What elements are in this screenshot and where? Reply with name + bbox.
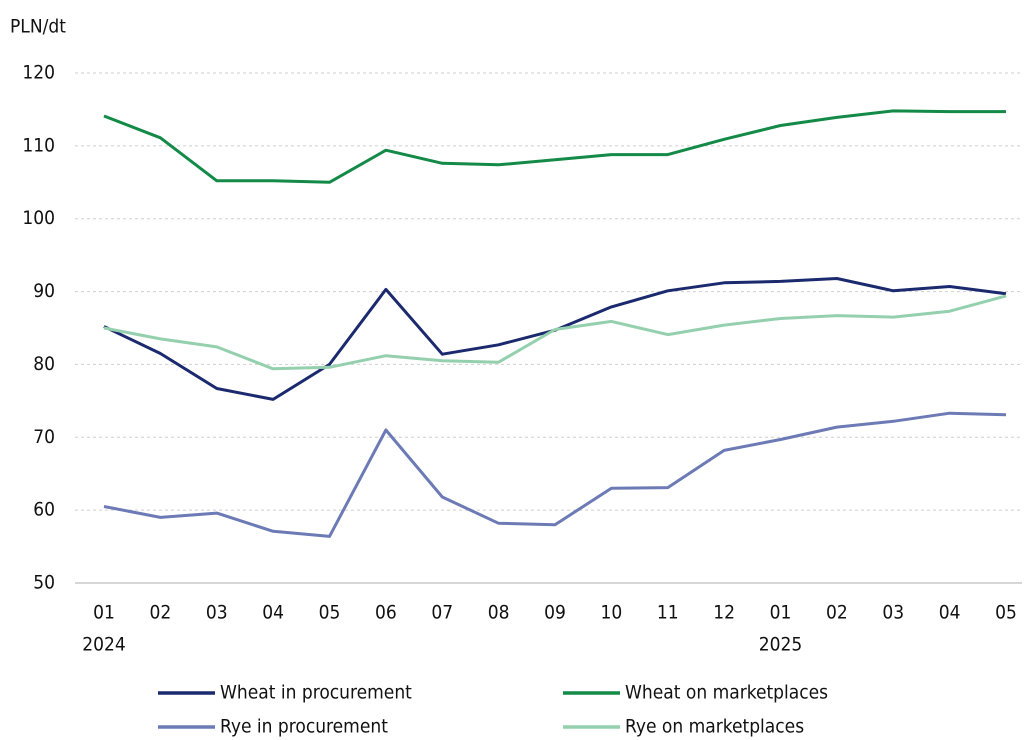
x-tick-label: 03 [882,602,904,624]
y-tick-label: 60 [33,499,55,521]
legend-label: Wheat on marketplaces [625,682,828,704]
x-tick-label: 06 [375,602,397,624]
x-tick-label: 05 [319,602,341,624]
series-line [103,277,1007,401]
x-tick-label: 09 [544,602,566,624]
x-tick-label: 02 [150,602,172,624]
x-tick-label: 08 [488,602,510,624]
y-tick-label: 90 [33,280,55,302]
y-tick-label: 120 [22,62,55,84]
y-tick-label: 80 [33,353,55,375]
y-axis-label: PLN/dt [10,16,66,38]
x-tick-label: 03 [206,602,228,624]
series-line [103,294,1007,371]
x-tick-label: 05 [995,602,1017,624]
x-tick-label: 01 [770,602,792,624]
x-tick-label: 11 [657,602,679,624]
x-tick-label: 10 [601,602,623,624]
legend-label: Rye in procurement [220,716,388,738]
y-tick-label: 50 [33,572,55,594]
series-line [103,109,1006,184]
legend-label: Wheat in procurement [220,682,412,704]
year-label: 2024 [82,634,126,656]
y-tick-label: 100 [22,207,55,229]
x-tick-label: 12 [713,602,735,624]
x-tick-label: 01 [93,602,115,624]
x-tick-label: 02 [826,602,848,624]
y-tick-label: 70 [33,426,55,448]
x-tick-label: 04 [939,602,961,624]
x-tick-label: 07 [431,602,453,624]
series-line [103,411,1007,538]
x-tick-label: 04 [262,602,284,624]
year-label: 2025 [759,634,803,656]
y-tick-label: 110 [22,134,55,156]
legend-label: Rye on marketplaces [625,716,804,738]
